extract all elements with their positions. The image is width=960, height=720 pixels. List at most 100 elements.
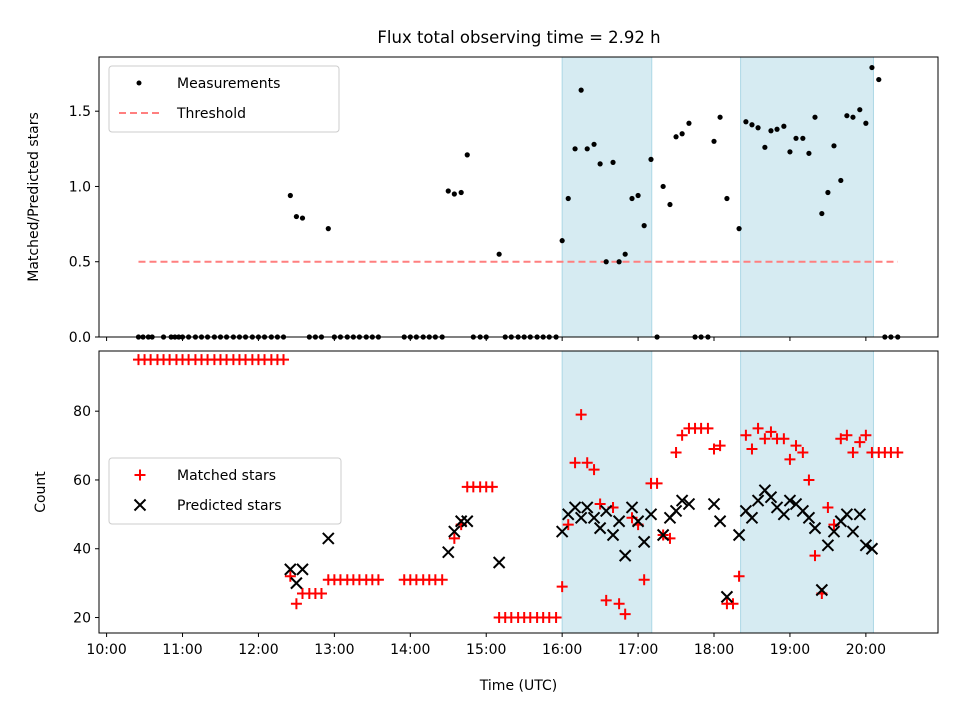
measurement-point	[762, 144, 768, 150]
matched-star-point	[860, 429, 872, 441]
measurement-point	[622, 251, 628, 257]
matched-star-point	[892, 446, 904, 458]
predicted-star-point	[720, 590, 734, 604]
x-tick-label: 18:00	[694, 642, 734, 658]
matched-star-point	[778, 433, 790, 445]
x-tick-label: 11:00	[162, 642, 202, 658]
measurement-point	[565, 195, 571, 202]
top-shaded-regions	[561, 56, 874, 338]
predicted-star-point	[669, 504, 683, 518]
x-tick-label: 17:00	[618, 642, 658, 658]
predicted-star-point	[764, 490, 778, 504]
predicted-star-point	[296, 563, 309, 576]
measurement-point	[496, 251, 502, 257]
measurement-point	[603, 259, 609, 265]
matched-star-point	[290, 598, 302, 610]
measurement-point	[825, 189, 831, 196]
shaded-region-1	[740, 350, 874, 634]
measurement-point	[464, 152, 470, 158]
predicted-star-point	[821, 539, 835, 552]
measurement-point	[458, 189, 464, 196]
predicted-star-point	[555, 525, 569, 538]
measurement-point	[793, 135, 799, 141]
measurement-point	[325, 226, 331, 232]
measurement-point	[445, 188, 451, 194]
matched-star-point	[486, 481, 498, 493]
matched-star-point	[448, 532, 460, 544]
matched-star-point	[784, 453, 796, 465]
predicted-star-point	[612, 515, 626, 528]
measurement-point	[648, 156, 654, 162]
measurement-point	[819, 210, 825, 217]
matched-star-point	[835, 433, 847, 445]
matched-star-point	[600, 594, 612, 606]
measurement-point	[724, 195, 730, 202]
matched-star-point	[550, 612, 562, 624]
measurement-point	[451, 191, 457, 197]
matched-star-point	[575, 409, 587, 421]
top-ytick-label: 0.0	[69, 330, 91, 346]
predicted-star-point	[707, 497, 721, 511]
measurement-point	[679, 131, 685, 137]
measurement-point	[831, 143, 837, 149]
measurement-point	[787, 149, 793, 155]
bottom-ytick-label: 60	[73, 473, 91, 489]
matched-star-point	[765, 426, 777, 438]
matched-star-point	[847, 446, 859, 458]
matched-star-point	[759, 433, 771, 445]
measurement-point	[844, 113, 850, 119]
bottom-ytick-label: 80	[73, 404, 91, 420]
x-tick-label: 14:00	[390, 642, 430, 658]
x-tick-label: 16:00	[542, 642, 582, 658]
predicted-star-point	[777, 508, 791, 521]
measurement-point	[616, 259, 622, 265]
measurement-point	[629, 195, 635, 202]
top-panel-ratio: 0.0 0.5 1.0 1.5 Matched/Predicted stars Mea…	[26, 56, 939, 346]
x-tick-label: 19:00	[770, 642, 810, 658]
predicted-star-point	[713, 515, 727, 528]
predicted-star-point	[815, 583, 829, 597]
measurement-point	[876, 76, 882, 83]
bottom-ytick-label: 40	[73, 542, 91, 558]
measurement-point	[635, 192, 641, 199]
x-tick-label: 15:00	[466, 642, 506, 658]
top-ytick-label: 1.5	[69, 104, 91, 120]
matched-star-point	[733, 570, 745, 582]
measurement-point	[578, 87, 584, 93]
measurement-point	[717, 114, 723, 120]
predicted-star-point	[865, 542, 879, 555]
bottom-ytick-label: 20	[73, 611, 91, 627]
measurement-point	[869, 64, 875, 71]
measurement-point	[736, 226, 742, 232]
matched-star-point	[740, 429, 752, 441]
x-tick-label: 13:00	[314, 642, 354, 658]
predicted-star-point	[574, 511, 588, 525]
matched-star-point	[702, 422, 714, 434]
measurement-point	[686, 120, 692, 126]
measurement-point	[863, 120, 869, 126]
matched-star-point	[569, 457, 581, 469]
matched-star-point	[372, 574, 384, 586]
matched-star-point	[613, 598, 625, 610]
predicted-star-point	[606, 528, 620, 542]
predicted-star-point	[581, 501, 594, 514]
legend-matched-marker	[134, 469, 146, 481]
matched-star-point	[556, 581, 568, 593]
top-y-axis-label: Matched/Predicted stars	[26, 112, 42, 282]
predicted-star-point	[448, 525, 461, 538]
measurement-point	[287, 192, 293, 199]
measurement-point	[743, 119, 749, 125]
predicted-star-point	[783, 494, 797, 507]
predicted-star-point	[631, 515, 645, 528]
shaded-region-1	[740, 56, 874, 338]
measurement-point	[800, 135, 806, 141]
predicted-star-point	[442, 545, 455, 559]
top-x-axis-ticks	[106, 337, 867, 341]
measurement-point	[299, 215, 306, 221]
matched-star-point	[803, 474, 815, 486]
matched-star-point	[284, 570, 296, 582]
measurement-point	[857, 107, 863, 113]
x-tick-label: 20:00	[846, 642, 886, 658]
predicted-star-point	[732, 528, 746, 542]
bottom-y-axis-ticks: 20 40 60 80	[73, 404, 99, 627]
